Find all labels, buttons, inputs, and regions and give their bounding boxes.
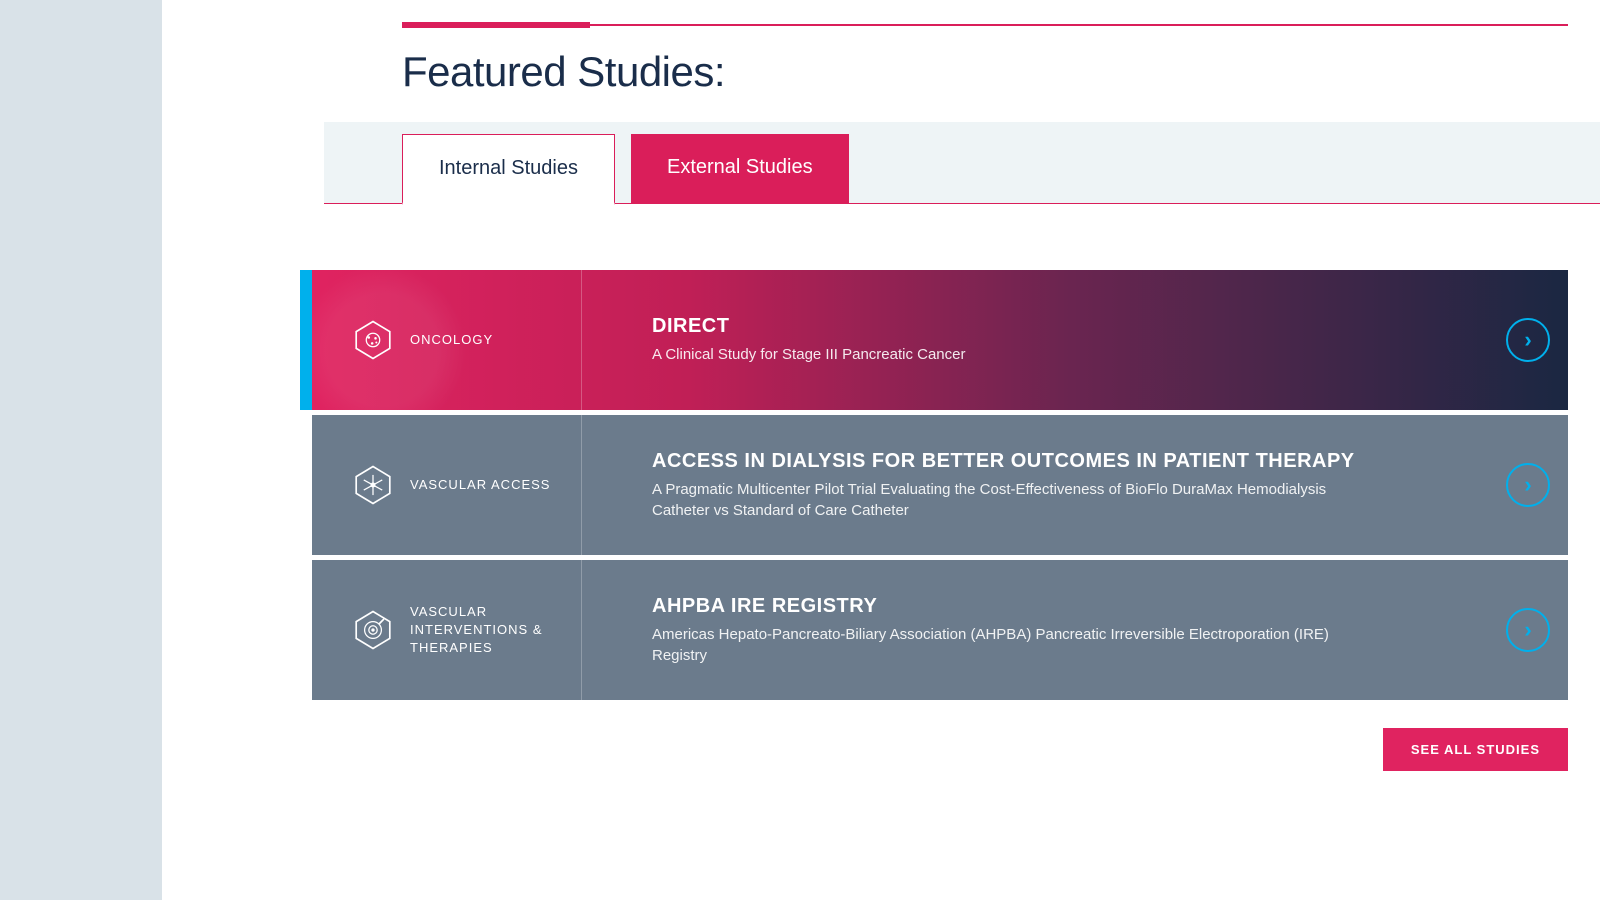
category-label: VASCULAR INTERVENTIONS & THERAPIES <box>410 603 581 658</box>
study-text: ACCESS IN DIALYSIS FOR BETTER OUTCOMES I… <box>652 450 1372 521</box>
study-category: VASCULAR INTERVENTIONS & THERAPIES <box>312 560 582 700</box>
button-label: SEE ALL STUDIES <box>1411 742 1540 757</box>
tab-label: Internal Studies <box>439 157 578 179</box>
study-category: ONCOLOGY <box>312 270 582 410</box>
page-title: Featured Studies: <box>402 48 725 96</box>
oncology-hexagon-icon <box>352 319 394 361</box>
study-content: AHPBA IRE REGISTRY Americas Hepato-Pancr… <box>582 560 1488 700</box>
vascular-therapies-hexagon-icon <box>352 609 394 651</box>
tab-internal-studies[interactable]: Internal Studies <box>402 134 615 205</box>
tabs-container: Internal Studies External Studies <box>402 134 849 203</box>
study-text: DIRECT A Clinical Study for Stage III Pa… <box>652 315 965 365</box>
chevron-right-icon: › <box>1506 463 1550 507</box>
chevron-right-icon: › <box>1506 318 1550 362</box>
study-title: AHPBA IRE REGISTRY <box>652 595 1372 618</box>
left-sidebar <box>0 0 162 900</box>
study-row-oncology[interactable]: ONCOLOGY DIRECT A Clinical Study for Sta… <box>312 270 1568 410</box>
see-all-studies-button[interactable]: SEE ALL STUDIES <box>1383 728 1568 771</box>
tab-label: External Studies <box>667 156 813 178</box>
study-arrow-button[interactable]: › <box>1488 560 1568 700</box>
accent-line-thick <box>402 22 590 28</box>
study-content: ACCESS IN DIALYSIS FOR BETTER OUTCOMES I… <box>582 415 1488 555</box>
study-text: AHPBA IRE REGISTRY Americas Hepato-Pancr… <box>652 595 1372 666</box>
category-label: ONCOLOGY <box>410 331 493 349</box>
study-row-vascular-access[interactable]: VASCULAR ACCESS ACCESS IN DIALYSIS FOR B… <box>312 415 1568 555</box>
study-title: DIRECT <box>652 315 965 338</box>
study-content: DIRECT A Clinical Study for Stage III Pa… <box>582 270 1488 410</box>
study-description: A Pragmatic Multicenter Pilot Trial Eval… <box>652 479 1372 521</box>
study-description: Americas Hepato-Pancreato-Biliary Associ… <box>652 624 1372 666</box>
study-row-vascular-therapies[interactable]: VASCULAR INTERVENTIONS & THERAPIES AHPBA… <box>312 560 1568 700</box>
study-category: VASCULAR ACCESS <box>312 415 582 555</box>
tab-external-studies[interactable]: External Studies <box>631 134 849 203</box>
study-title: ACCESS IN DIALYSIS FOR BETTER OUTCOMES I… <box>652 450 1372 473</box>
studies-list: ONCOLOGY DIRECT A Clinical Study for Sta… <box>312 270 1568 705</box>
study-arrow-button[interactable]: › <box>1488 415 1568 555</box>
chevron-right-icon: › <box>1506 608 1550 652</box>
vascular-access-hexagon-icon <box>352 464 394 506</box>
tabs-bar: Internal Studies External Studies <box>324 122 1600 204</box>
study-arrow-button[interactable]: › <box>1488 270 1568 410</box>
category-label: VASCULAR ACCESS <box>410 476 550 494</box>
study-description: A Clinical Study for Stage III Pancreati… <box>652 344 965 365</box>
